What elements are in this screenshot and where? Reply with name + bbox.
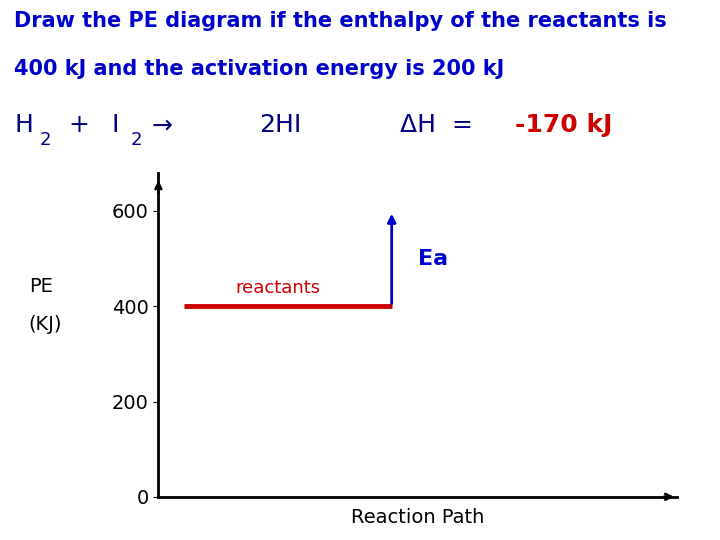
Text: 2: 2 — [40, 131, 51, 149]
Text: (KJ): (KJ) — [29, 314, 63, 334]
Text: →: → — [151, 113, 172, 137]
Text: I: I — [112, 113, 119, 137]
Text: -170 kJ: -170 kJ — [515, 113, 612, 137]
Text: Ea: Ea — [418, 248, 448, 268]
Text: 2HI: 2HI — [259, 113, 302, 137]
Text: 2: 2 — [131, 131, 143, 149]
X-axis label: Reaction Path: Reaction Path — [351, 508, 485, 527]
Text: Draw the PE diagram if the enthalpy of the reactants is: Draw the PE diagram if the enthalpy of t… — [14, 11, 667, 31]
Text: 400 kJ and the activation energy is 200 kJ: 400 kJ and the activation energy is 200 … — [14, 59, 505, 79]
Text: H: H — [14, 113, 33, 137]
Text: +: + — [68, 113, 89, 137]
Text: PE: PE — [29, 276, 53, 296]
Text: ΔH  =: ΔH = — [400, 113, 472, 137]
Text: reactants: reactants — [235, 279, 320, 296]
